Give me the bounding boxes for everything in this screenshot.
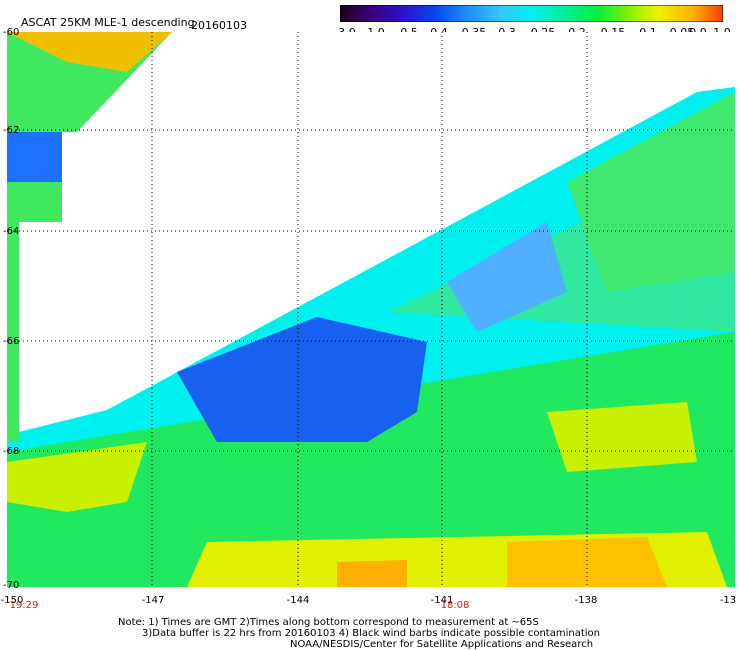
yellow-region <box>547 402 697 472</box>
map-title: ASCAT 25KM MLE-1 descending <box>21 16 195 29</box>
time-label: 19:29 <box>9 600 39 611</box>
footer-credit: NOAA/NESDIS/Center for Satellite Applica… <box>290 639 594 650</box>
lon-label: -144 <box>286 595 310 606</box>
lon-label: -13 <box>719 595 737 606</box>
lat-label: -60 <box>3 27 20 38</box>
orange-region <box>337 560 407 587</box>
lon-label: -138 <box>574 595 598 606</box>
map-date: 20160103 <box>191 19 247 32</box>
blue-region <box>7 132 62 182</box>
lon-label: -141 <box>430 595 454 606</box>
wind-map-plot <box>7 32 735 587</box>
green-region <box>567 92 735 292</box>
green-region <box>7 332 735 587</box>
color-scale-bar <box>340 5 723 22</box>
footer-note-2: 3)Data buffer is 22 hrs from 20160103 4)… <box>142 628 600 639</box>
lat-label: -70 <box>3 580 20 591</box>
footer-note-1: Note: 1) Times are GMT 2)Times along bot… <box>118 617 539 628</box>
time-label: 18:08 <box>440 600 470 611</box>
lat-label: -68 <box>3 446 20 457</box>
light-blue-region <box>447 222 567 332</box>
yellow-region <box>7 442 147 512</box>
orange-region <box>507 537 667 587</box>
lon-label: -147 <box>141 595 165 606</box>
lat-label: -66 <box>3 336 20 347</box>
no-data-gap <box>7 32 735 442</box>
lat-label: -62 <box>3 125 20 136</box>
orange-region <box>7 32 172 72</box>
lon-label: -150 <box>0 595 24 606</box>
lat-label: -64 <box>3 226 20 237</box>
gridlines <box>7 32 735 587</box>
blue-region <box>177 317 427 442</box>
